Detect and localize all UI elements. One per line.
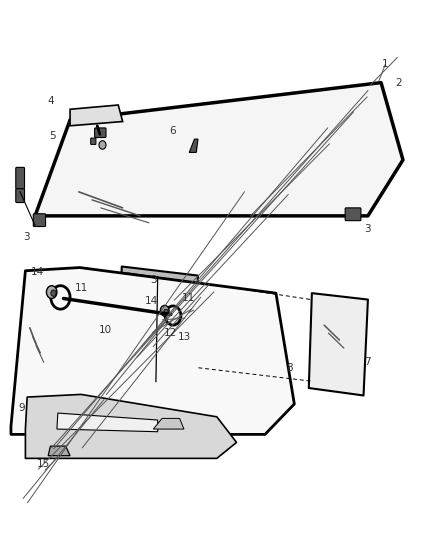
Text: 14: 14 [145,296,158,306]
Polygon shape [35,83,403,216]
FancyBboxPatch shape [180,382,188,389]
Polygon shape [48,446,70,456]
FancyBboxPatch shape [345,208,361,221]
Circle shape [160,305,169,316]
FancyBboxPatch shape [127,375,134,383]
FancyBboxPatch shape [16,189,25,203]
Circle shape [46,286,57,298]
Text: 3: 3 [23,232,30,242]
Text: 11: 11 [182,294,195,303]
Text: 6: 6 [170,126,177,135]
Text: 14: 14 [31,267,44,277]
Circle shape [99,141,106,149]
Text: 8: 8 [286,363,293,373]
Text: 5: 5 [49,131,56,141]
Text: 4: 4 [47,96,54,106]
FancyBboxPatch shape [33,214,46,227]
Text: 2: 2 [395,78,402,87]
Text: 9: 9 [18,403,25,413]
Polygon shape [189,139,198,152]
Text: 13: 13 [177,332,191,342]
Text: 10: 10 [99,326,112,335]
Polygon shape [309,293,368,395]
Polygon shape [57,413,158,432]
Text: 15: 15 [37,459,50,469]
Polygon shape [25,394,237,458]
FancyBboxPatch shape [158,380,166,387]
Polygon shape [70,105,123,126]
FancyBboxPatch shape [16,167,25,189]
Text: 11: 11 [74,283,88,293]
Polygon shape [11,268,294,434]
Polygon shape [124,273,192,385]
Text: 1: 1 [382,59,389,69]
Text: 7: 7 [364,358,371,367]
Polygon shape [153,418,184,429]
Text: 3: 3 [150,275,157,285]
FancyBboxPatch shape [95,128,106,138]
FancyBboxPatch shape [91,138,96,144]
Text: 3: 3 [364,224,371,234]
Polygon shape [117,266,198,392]
Text: 12: 12 [163,328,177,338]
Circle shape [51,290,56,296]
Circle shape [164,309,168,314]
